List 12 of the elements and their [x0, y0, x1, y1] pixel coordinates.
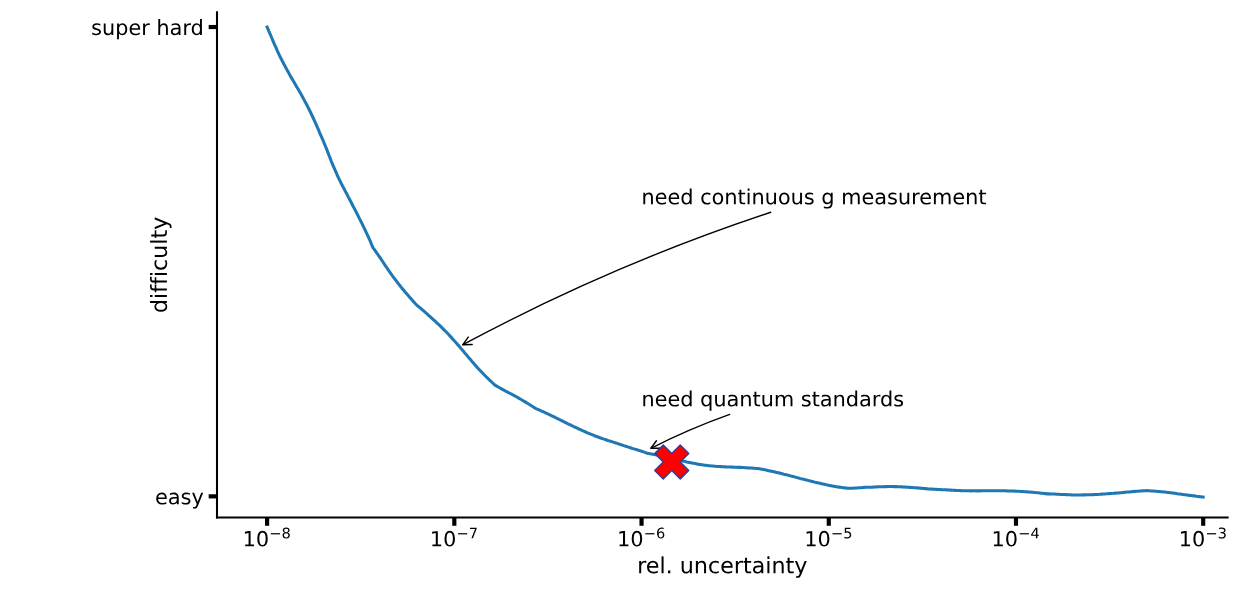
x-tick-label: 10$^{−7}$ [432, 527, 477, 547]
y-axis-title: difficulty [150, 217, 172, 312]
annotation: need continuous g measurement [643, 188, 987, 209]
x-tick-label: 10$^{−3}$ [1181, 527, 1226, 547]
x-tick-label: 10$^{−6}$ [619, 527, 665, 547]
text: super hard [92, 19, 202, 40]
x-tick-label: 10$^{−4}$ [993, 527, 1039, 547]
x-tick-label: 10$^{−8}$ [244, 527, 290, 547]
text: easy [156, 492, 204, 509]
x-tick-label: 10$^{−5}$ [806, 527, 852, 547]
x-axis-title: rel. uncertainty [639, 556, 807, 578]
annotation: need quantum standards [643, 390, 904, 411]
